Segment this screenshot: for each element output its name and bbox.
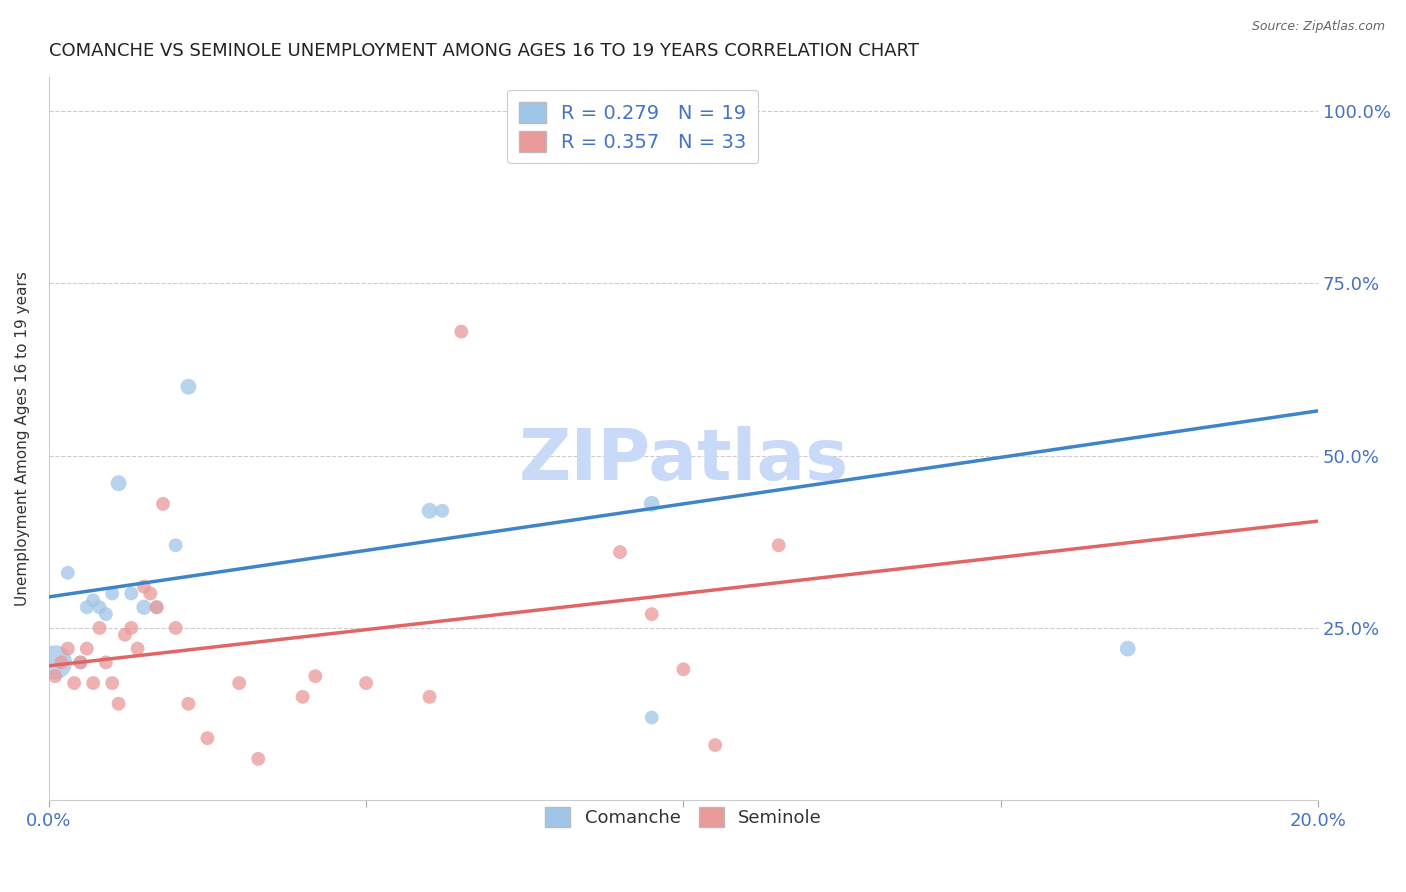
Point <box>51 656 73 670</box>
Point <box>641 497 664 511</box>
Point <box>768 538 790 552</box>
Point <box>94 656 117 670</box>
Point <box>101 676 124 690</box>
Text: ZIPatlas: ZIPatlas <box>519 425 848 495</box>
Point <box>56 641 79 656</box>
Point <box>291 690 314 704</box>
Point <box>177 380 200 394</box>
Point <box>120 586 142 600</box>
Point <box>704 738 727 752</box>
Point <box>132 580 155 594</box>
Point <box>228 676 250 690</box>
Y-axis label: Unemployment Among Ages 16 to 19 years: Unemployment Among Ages 16 to 19 years <box>15 271 30 606</box>
Point <box>419 690 441 704</box>
Point <box>641 710 664 724</box>
Point <box>304 669 326 683</box>
Point <box>69 656 91 670</box>
Point <box>672 662 695 676</box>
Point <box>450 325 472 339</box>
Point <box>145 600 167 615</box>
Point <box>114 628 136 642</box>
Point <box>94 607 117 622</box>
Point <box>197 731 219 746</box>
Point <box>101 586 124 600</box>
Text: COMANCHE VS SEMINOLE UNEMPLOYMENT AMONG AGES 16 TO 19 YEARS CORRELATION CHART: COMANCHE VS SEMINOLE UNEMPLOYMENT AMONG … <box>49 42 918 60</box>
Text: Source: ZipAtlas.com: Source: ZipAtlas.com <box>1251 20 1385 33</box>
Point <box>76 641 98 656</box>
Point <box>69 656 91 670</box>
Point <box>419 504 441 518</box>
Point <box>82 676 104 690</box>
Point <box>139 586 162 600</box>
Point <box>247 752 270 766</box>
Point <box>76 600 98 615</box>
Point <box>177 697 200 711</box>
Point <box>56 566 79 580</box>
Point <box>165 538 187 552</box>
Point <box>152 497 174 511</box>
Legend: Comanche, Seminole: Comanche, Seminole <box>537 800 830 835</box>
Point <box>107 697 129 711</box>
Point <box>641 607 664 622</box>
Point <box>82 593 104 607</box>
Point <box>44 656 66 670</box>
Point <box>89 600 111 615</box>
Point <box>127 641 149 656</box>
Point <box>132 600 155 615</box>
Point <box>1116 641 1139 656</box>
Point <box>165 621 187 635</box>
Point <box>63 676 86 690</box>
Point <box>145 600 167 615</box>
Point <box>107 476 129 491</box>
Point <box>120 621 142 635</box>
Point <box>432 504 454 518</box>
Point <box>354 676 377 690</box>
Point <box>44 669 66 683</box>
Point <box>609 545 631 559</box>
Point <box>89 621 111 635</box>
